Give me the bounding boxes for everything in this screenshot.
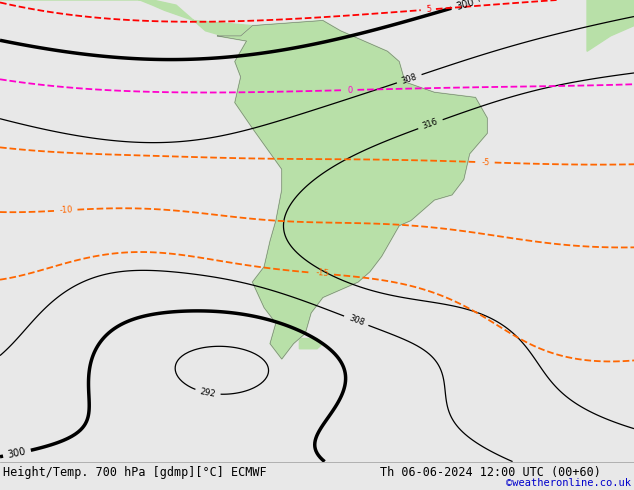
Text: 308: 308	[347, 314, 365, 328]
Text: -10: -10	[59, 205, 73, 215]
Text: Height/Temp. 700 hPa [gdmp][°C] ECMWF: Height/Temp. 700 hPa [gdmp][°C] ECMWF	[3, 466, 267, 479]
Text: 0: 0	[347, 85, 353, 95]
Text: 300: 300	[455, 0, 475, 12]
Polygon shape	[217, 21, 488, 359]
Polygon shape	[0, 0, 252, 36]
Polygon shape	[587, 0, 634, 51]
Text: Th 06-06-2024 12:00 UTC (00+60): Th 06-06-2024 12:00 UTC (00+60)	[380, 466, 601, 479]
Text: 308: 308	[400, 72, 418, 86]
Text: 5: 5	[425, 5, 431, 14]
Text: 292: 292	[199, 387, 216, 399]
Text: 300: 300	[7, 446, 27, 460]
Text: -5: -5	[481, 158, 490, 167]
Text: ©weatheronline.co.uk: ©weatheronline.co.uk	[506, 478, 631, 488]
Text: -15: -15	[315, 269, 330, 279]
Polygon shape	[299, 339, 323, 349]
Text: 316: 316	[422, 117, 439, 131]
